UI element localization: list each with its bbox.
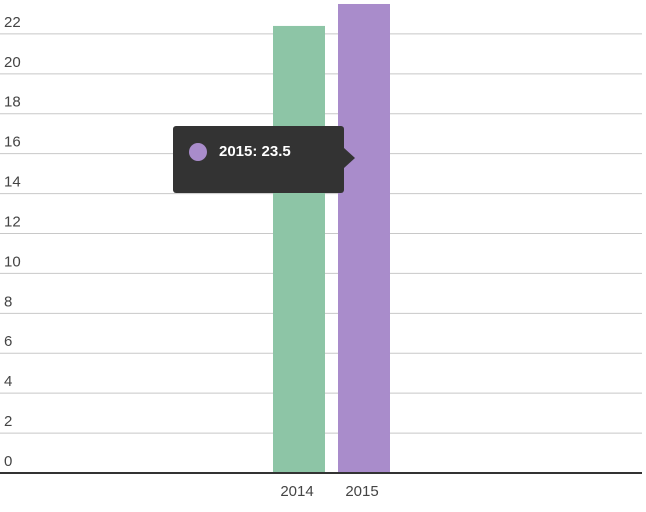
- tooltip: 2015: 23.5: [173, 126, 355, 193]
- tooltip-swatch: [189, 143, 207, 161]
- y-tick-label: 18: [4, 94, 21, 111]
- y-tick-label: 6: [4, 333, 12, 350]
- y-tick-label: 2: [4, 413, 12, 430]
- tooltip-arrow: [344, 148, 355, 168]
- y-tick-label: 0: [4, 453, 12, 470]
- y-tick-label: 4: [4, 373, 12, 390]
- bar: [338, 3, 390, 474]
- y-tick-label: 8: [4, 293, 12, 310]
- y-tick-label: 16: [4, 134, 21, 151]
- y-tick-label: 14: [4, 174, 21, 191]
- x-tick-label: 2014: [280, 483, 313, 500]
- y-tick-label: 10: [4, 253, 21, 270]
- y-tick-label: 22: [4, 14, 21, 31]
- tooltip-box: [173, 126, 344, 193]
- y-tick-label: 20: [4, 54, 21, 71]
- tooltip-label: 2015: 23.5: [219, 143, 291, 160]
- bar: [273, 25, 325, 473]
- x-tick-label: 2015: [345, 483, 378, 500]
- y-tick-label: 12: [4, 213, 21, 230]
